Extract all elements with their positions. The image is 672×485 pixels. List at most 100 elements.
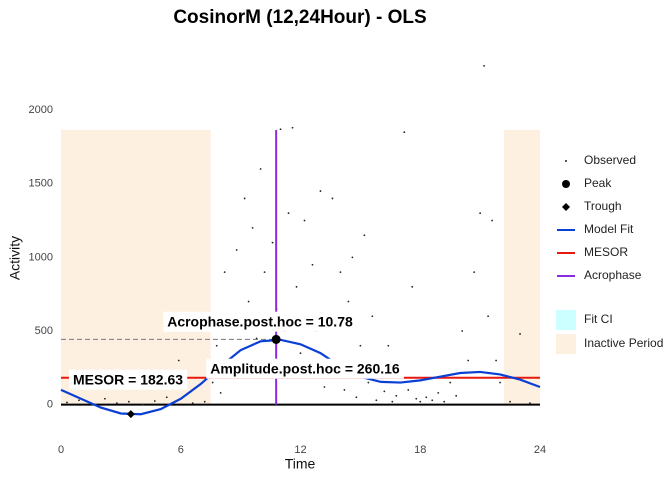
- observed-point: [443, 400, 446, 403]
- x-tick-label: 12: [294, 444, 306, 456]
- bg-layer: [61, 129, 540, 405]
- annotation-box: [163, 311, 357, 332]
- legend-label: Model Fit: [584, 222, 634, 236]
- observed-point: [299, 352, 302, 355]
- y-axis-title: Activity: [7, 236, 23, 280]
- observed-point: [211, 381, 214, 384]
- annotation: Acrophase.post.hoc = 10.78: [167, 314, 353, 330]
- observed-point: [191, 402, 194, 405]
- observed-point: [449, 381, 452, 384]
- observed-point: [403, 131, 406, 134]
- observed-point: [407, 389, 410, 391]
- observed-point: [263, 271, 266, 273]
- observed-point: [371, 315, 374, 318]
- observed-point: [295, 285, 298, 288]
- observed-point: [519, 333, 521, 335]
- observed-point: [219, 391, 222, 394]
- observed-point: [323, 386, 326, 388]
- observed-point: [367, 381, 370, 384]
- legend-symbol: [565, 160, 567, 162]
- observed-point: [431, 399, 434, 402]
- legend-label: MESOR: [584, 245, 628, 259]
- y-tick-label: 2000: [29, 104, 53, 116]
- observed-point: [66, 401, 68, 404]
- annotation: Amplitude.post.hoc = 260.16: [210, 361, 400, 377]
- observed-point: [487, 315, 490, 318]
- legend-label: Trough: [584, 199, 622, 213]
- observed-point: [395, 394, 398, 397]
- observed-point: [141, 403, 144, 406]
- observed-point: [115, 402, 118, 405]
- chart-title: CosinorM (12,24Hour) - OLS: [173, 7, 426, 28]
- observed-point: [223, 271, 226, 273]
- observed-point: [425, 396, 428, 399]
- observed-point: [247, 300, 250, 303]
- observed-point: [303, 219, 306, 222]
- observed-point: [483, 64, 486, 67]
- observed-point: [255, 337, 258, 340]
- annotation-box: [68, 369, 188, 390]
- x-tick-label: 24: [534, 444, 546, 456]
- legend-label: Acrophase: [584, 268, 642, 282]
- observed-point: [291, 126, 294, 129]
- observed-point: [509, 400, 511, 403]
- y-tick-label: 500: [35, 325, 53, 337]
- observed-point: [347, 300, 350, 303]
- legend-symbol: [556, 334, 576, 354]
- legend-symbol: [562, 203, 570, 211]
- observed-point: [473, 271, 476, 273]
- observed-point: [127, 400, 130, 403]
- peak-point: [271, 334, 281, 344]
- observed-point: [271, 241, 274, 244]
- observed-point: [415, 397, 418, 400]
- y-tick-label: 1500: [29, 178, 53, 190]
- trough-point: [126, 410, 135, 419]
- observed-point: [529, 402, 531, 405]
- observed-point: [177, 359, 180, 362]
- observed-point: [319, 190, 322, 192]
- x-tick-label: 0: [58, 444, 64, 456]
- legend-label: Peak: [584, 176, 612, 190]
- observed-point: [495, 359, 497, 362]
- y-tick-label: 0: [47, 399, 53, 411]
- observed-point: [411, 285, 414, 288]
- observed-point: [437, 391, 440, 394]
- observed-point: [359, 344, 362, 347]
- observed-point: [287, 212, 290, 215]
- observed-point: [363, 234, 366, 237]
- marks-layer: [126, 334, 281, 419]
- observed-point: [331, 197, 334, 200]
- model-fit-line: [60, 338, 541, 416]
- observed-point: [165, 396, 168, 399]
- inactive-period: [61, 129, 211, 405]
- observed-point: [215, 344, 218, 347]
- observed-point: [104, 397, 106, 400]
- ann-layer: MESOR = 182.63 Acrophase.post.hoc = 10.78…: [68, 311, 404, 390]
- observed-point: [235, 249, 238, 251]
- observed-point: [259, 168, 262, 170]
- legend-symbol: [556, 310, 576, 330]
- inactive-period: [504, 129, 540, 405]
- observed-point: [351, 256, 354, 259]
- observed-point: [455, 394, 458, 397]
- observed-point: [419, 400, 422, 403]
- observed-point: [203, 400, 206, 403]
- observed-point: [383, 390, 386, 393]
- observed-point: [339, 271, 342, 273]
- legend-label: Observed: [584, 153, 636, 167]
- observed-point: [479, 212, 482, 215]
- observed-point: [467, 359, 470, 362]
- observed-point: [153, 400, 156, 402]
- observed-point: [311, 263, 314, 266]
- legend-label: Fit CI: [584, 312, 613, 326]
- observed-point: [387, 344, 390, 347]
- legend-symbol: [562, 180, 570, 188]
- observed-point: [491, 219, 493, 222]
- observed-point: [343, 389, 346, 391]
- y-tick-label: 1000: [29, 251, 53, 263]
- observed-point: [499, 381, 501, 384]
- x-axis-title: Time: [285, 456, 316, 472]
- observed-point: [243, 197, 246, 200]
- observed-point: [391, 400, 394, 403]
